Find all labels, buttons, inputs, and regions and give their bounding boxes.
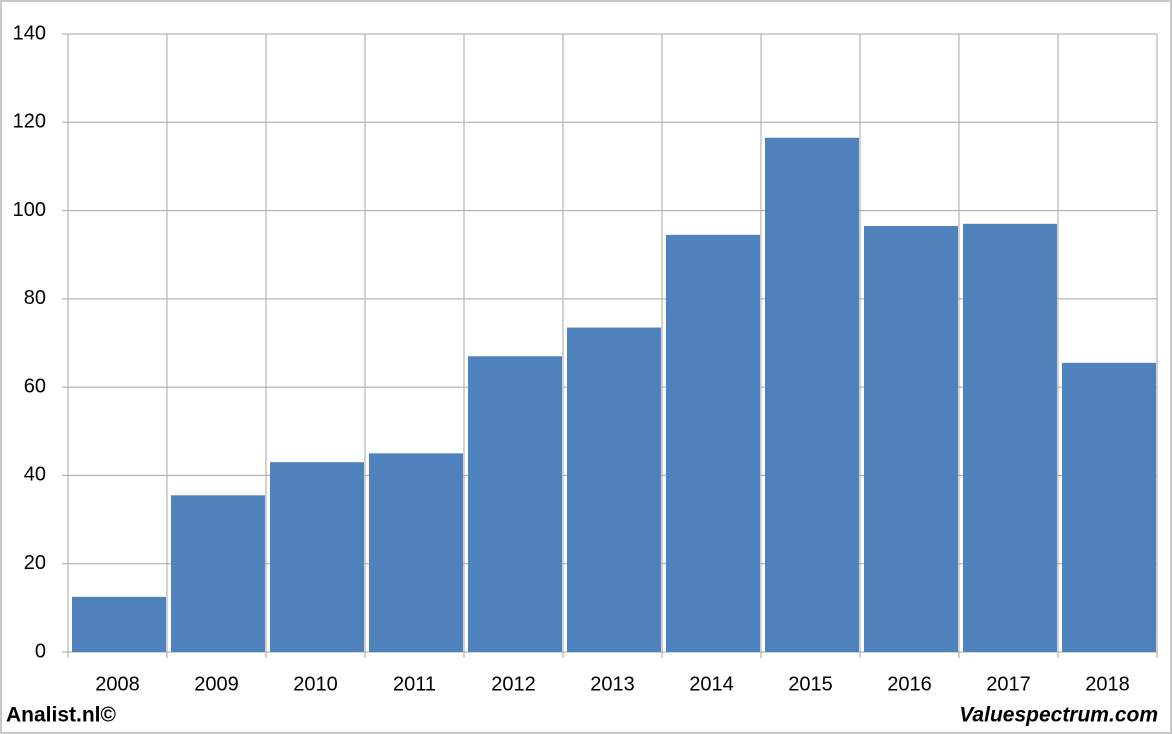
x-tick-label: 2008 (95, 673, 140, 695)
bar (864, 226, 958, 652)
x-tick-label: 2011 (393, 673, 436, 695)
x-tick-label: 2013 (590, 673, 635, 695)
bar (567, 327, 661, 652)
x-tick-label: 2017 (986, 673, 1031, 695)
bar (765, 137, 859, 652)
footer-right: Valuespectrum.com (959, 704, 1158, 727)
y-tick-label: 120 (13, 111, 46, 133)
y-tick-label: 60 (24, 375, 46, 397)
x-tick-label: 2010 (293, 673, 338, 695)
x-tick-label: 2015 (788, 673, 833, 695)
x-tick-label: 2014 (689, 673, 734, 695)
bar (72, 596, 166, 652)
y-tick-label: 0 (35, 640, 46, 662)
footer-left: Analist.nl© (6, 704, 117, 727)
x-tick-label: 2016 (887, 673, 932, 695)
x-tick-label: 2009 (194, 673, 239, 695)
x-tick-label: 2012 (491, 673, 536, 695)
bar (171, 495, 265, 652)
bar (666, 234, 760, 652)
bar (468, 356, 562, 652)
bar (270, 462, 364, 652)
y-tick-label: 100 (13, 199, 46, 221)
y-tick-label: 80 (24, 287, 46, 309)
x-tick-label: 2018 (1085, 673, 1130, 695)
bar (1062, 362, 1156, 652)
bar (963, 223, 1057, 653)
bar (369, 453, 463, 652)
y-tick-label: 140 (13, 22, 46, 44)
y-tick-label: 40 (24, 464, 46, 486)
y-tick-label: 20 (24, 552, 46, 574)
